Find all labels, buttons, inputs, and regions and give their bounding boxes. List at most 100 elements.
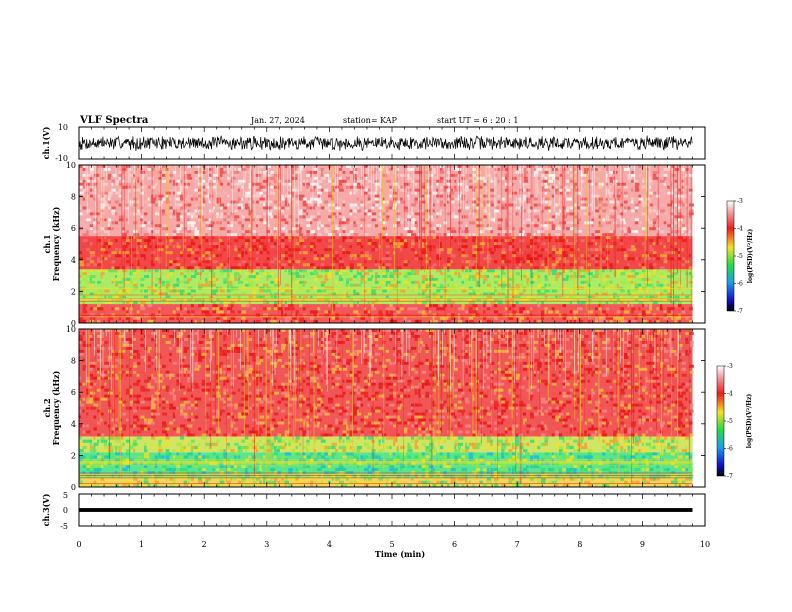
ch1-spectrogram-cell bbox=[205, 260, 210, 264]
ch1-spectrogram-cell bbox=[674, 215, 679, 219]
ch1-spectrogram-cell bbox=[313, 197, 318, 201]
ch2-spectrogram-cell bbox=[183, 480, 188, 484]
ch1-spectrogram-cell bbox=[328, 191, 334, 195]
ch1-spectrogram-cell bbox=[580, 215, 584, 219]
ch1-spectrogram-cell bbox=[555, 289, 558, 293]
ch1-spectrogram-cell bbox=[284, 221, 290, 225]
ch1-spectrogram-cell bbox=[270, 280, 276, 284]
ch1-spectrogram-cell bbox=[584, 212, 588, 216]
ch1-spectrogram-cell bbox=[208, 176, 213, 180]
ch1-spectrogram-cell bbox=[494, 245, 499, 249]
ch1-spectrogram-cell bbox=[252, 236, 258, 240]
ch1-spectrogram-cell bbox=[645, 251, 648, 255]
ch1-spectrogram-cell bbox=[266, 194, 270, 198]
ch1-spectrogram-cell bbox=[447, 182, 452, 186]
ch2-spectrogram-cell bbox=[97, 455, 102, 459]
ch1-spectrogram-cell bbox=[86, 295, 89, 299]
ch1-spectrogram-cell bbox=[573, 239, 578, 243]
ch1-spectrogram-cell bbox=[356, 165, 361, 168]
ch1-spectrogram-cell bbox=[396, 310, 401, 314]
ch1-spectrogram-cell bbox=[544, 260, 547, 264]
ch2-spectrogram-cell bbox=[472, 483, 475, 487]
ch1-spectrogram-cell bbox=[216, 206, 220, 210]
ch1-spectrogram-cell bbox=[356, 292, 360, 296]
ch1-spectrogram-cell bbox=[450, 230, 455, 234]
ch1-spectrogram-cell bbox=[259, 310, 263, 314]
ch1-spectrogram-cell bbox=[472, 245, 478, 249]
ch1-spectrogram-cell bbox=[400, 304, 403, 308]
ch1-spectrogram-cell bbox=[382, 245, 386, 249]
ch1-spectrogram-cell bbox=[371, 289, 376, 293]
ch1-spectrogram-cell bbox=[342, 254, 347, 258]
ch1-spectrogram-cell bbox=[140, 173, 146, 177]
ch1-spectrogram-cell bbox=[273, 301, 279, 305]
ch2-spectrogram-cell bbox=[385, 480, 388, 484]
ch1-spectrogram-cell bbox=[360, 307, 363, 311]
ch1-spectrogram-cell bbox=[392, 307, 396, 311]
ch1-spectrogram-cell bbox=[450, 179, 456, 183]
ch1-spectrogram-cell bbox=[237, 236, 241, 240]
ch1-spectrogram-cell bbox=[432, 292, 437, 296]
ch2-spectrogram-cell bbox=[367, 480, 373, 484]
ch1-spectrogram-cell bbox=[302, 212, 305, 216]
ch1-spectrogram-cell bbox=[620, 280, 625, 284]
ch1-spectrogram-cell bbox=[133, 266, 138, 270]
ch1-spectrogram-cell bbox=[342, 295, 346, 299]
ch1-spectrogram-cell bbox=[623, 257, 628, 261]
ch1-spectrogram-cell bbox=[439, 283, 444, 287]
ch1-spectrogram-cell bbox=[129, 289, 132, 293]
ch1-spectrogram-cell bbox=[537, 289, 541, 293]
ch1-spectrogram-cell bbox=[324, 227, 328, 231]
ch1-spectrogram-cell bbox=[118, 215, 124, 219]
ch2-spectrogram-cell bbox=[367, 461, 372, 465]
ch1-spectrogram-cell bbox=[136, 266, 140, 270]
ch1-spectrogram-cell bbox=[540, 197, 546, 201]
ch2-spectrogram-cell bbox=[418, 480, 422, 484]
ch1-spectrogram-cell bbox=[245, 263, 249, 267]
ch1-spectrogram-cell bbox=[338, 218, 342, 222]
ch1-spectrogram-cell bbox=[595, 292, 599, 296]
ch1-spectrogram-cell bbox=[208, 266, 212, 270]
ch2-spectrogram-cell bbox=[234, 452, 239, 456]
ch1-spectrogram-cell bbox=[501, 280, 506, 284]
ch1-spectrogram-cell bbox=[259, 185, 265, 189]
ch2-spectrogram-cell bbox=[169, 461, 175, 465]
ch1-spectrogram-cell bbox=[176, 260, 181, 264]
ch1-spectrogram-cell bbox=[273, 206, 280, 210]
ch1-spectrogram-cell bbox=[688, 254, 691, 258]
ch1-spectrogram-cell bbox=[353, 206, 356, 210]
ch1-spectrogram-cell bbox=[504, 242, 510, 246]
ch2-spectrogram-cell bbox=[263, 455, 266, 459]
ch1-spectrogram-cell bbox=[79, 319, 85, 323]
ch1-spectrogram-cell bbox=[389, 212, 395, 216]
ch2-spectrogram-cell bbox=[663, 483, 666, 487]
ch1-spectrogram-cell bbox=[198, 188, 201, 192]
ch1-spectrogram-cell bbox=[439, 304, 443, 308]
ch1-spectrogram-cell bbox=[299, 316, 305, 320]
ch1-spectrogram-cell bbox=[140, 224, 146, 228]
ch2-spectrogram-cell bbox=[93, 480, 97, 484]
ch2-spectrogram-cell bbox=[530, 452, 533, 456]
ch1-spectrogram-cell bbox=[501, 230, 506, 234]
ch1-spectrogram-cell bbox=[620, 212, 623, 216]
ch1-spectrogram-cell bbox=[201, 304, 204, 308]
ch1-spectrogram-cell bbox=[82, 245, 86, 249]
ch1-spectrogram-cell bbox=[530, 165, 535, 168]
ch1-spectrogram-cell bbox=[353, 173, 357, 177]
ch1-spectrogram-cell bbox=[663, 254, 669, 258]
ch1-spectrogram-cell bbox=[104, 173, 110, 177]
ch1-spectrogram-cell bbox=[540, 209, 545, 213]
ch1-spectrogram-cell bbox=[313, 182, 319, 186]
ch1-spectrogram-cell bbox=[555, 304, 560, 308]
ch1-spectrogram-cell bbox=[566, 191, 570, 195]
ch1-spectrogram-cell bbox=[284, 260, 288, 264]
ch1-spectrogram-cell bbox=[97, 307, 102, 311]
ch1-spectrogram-cell bbox=[309, 206, 315, 210]
ch1-spectrogram-cell bbox=[609, 209, 613, 213]
ch2-spectrogram-cell bbox=[652, 452, 658, 456]
ch1-spectrogram-cell bbox=[198, 272, 203, 276]
ch1-spectrogram-cell bbox=[93, 257, 99, 261]
ch1-spectrogram-cell bbox=[86, 233, 89, 237]
ch1-spectrogram-cell bbox=[100, 236, 106, 240]
ch1-spectrogram-cell bbox=[374, 197, 379, 201]
